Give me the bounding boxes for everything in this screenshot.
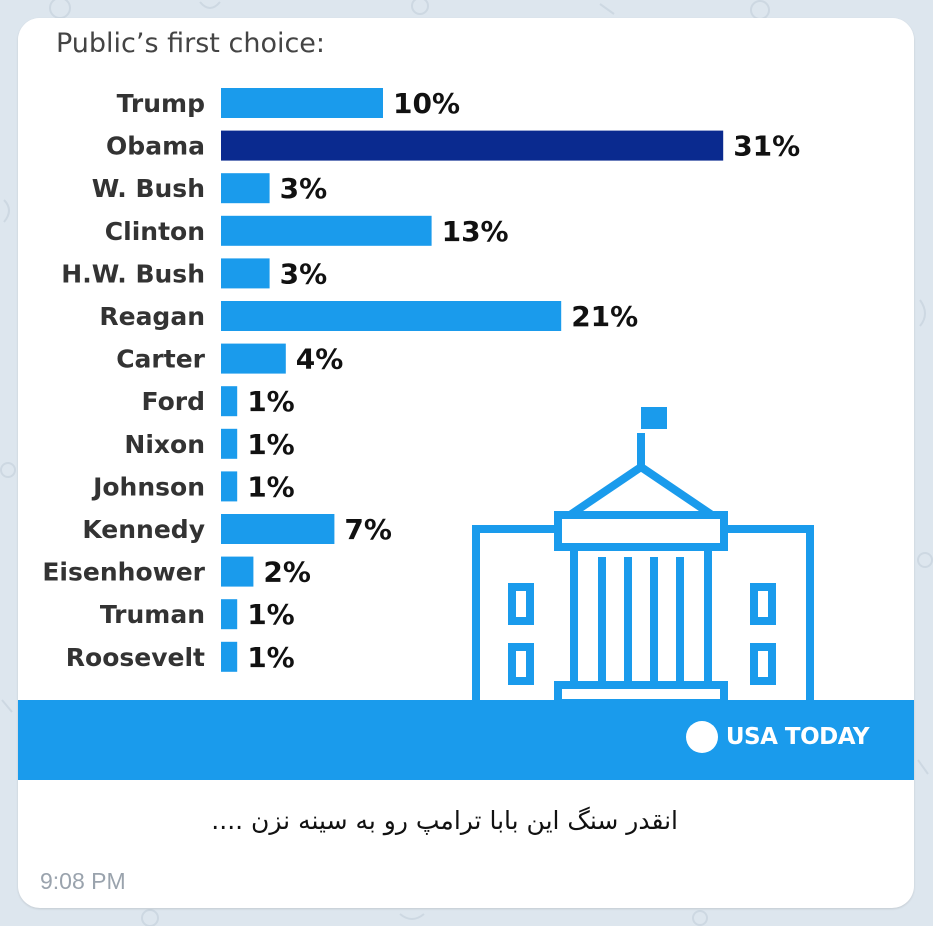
category-label: Roosevelt	[66, 643, 205, 672]
bar	[221, 556, 254, 587]
category-label: Obama	[106, 132, 205, 161]
value-label: 1%	[247, 428, 295, 461]
category-label: Eisenhower	[42, 558, 205, 587]
bar	[221, 343, 286, 374]
category-label: Nixon	[124, 430, 205, 459]
brand-logo: USA TODAY	[685, 717, 870, 757]
value-label: 3%	[280, 257, 328, 290]
value-label: 4%	[296, 343, 344, 376]
message-photo[interactable]: Public’s first choice: Trump 10% Obama 31% W…	[18, 18, 914, 780]
message-caption: انقدر سنگ این بابا ترامپ رو به سینه نزن …	[211, 806, 678, 835]
value-label: 3%	[280, 172, 328, 205]
bar	[221, 301, 562, 331]
category-label: Ford	[142, 387, 205, 416]
bar	[221, 130, 724, 161]
chart-title: Public’s first choice:	[56, 28, 326, 59]
category-label: Johnson	[91, 472, 205, 501]
category-label: Reagan	[99, 302, 205, 331]
bar	[221, 514, 335, 544]
category-label: Truman	[100, 600, 205, 629]
bar	[221, 173, 270, 204]
value-label: 31%	[733, 130, 800, 163]
bar	[221, 428, 238, 459]
message-time: 9:08 PM	[40, 868, 126, 894]
value-label: 21%	[571, 300, 638, 333]
bar-chart: Trump 10% Obama 31% W. Bush 3% Clinton 13% H.W. …	[42, 87, 800, 674]
bar	[221, 386, 238, 417]
value-label: 10%	[393, 87, 460, 120]
value-label: 1%	[247, 385, 295, 418]
bar	[221, 258, 270, 289]
capitol-building-icon	[472, 407, 814, 703]
category-label: Clinton	[105, 217, 205, 246]
bar	[221, 599, 238, 630]
value-label: 1%	[247, 470, 295, 503]
usa-today-dot-icon	[685, 721, 718, 753]
value-label: 2%	[263, 556, 311, 589]
category-label: Carter	[116, 345, 205, 374]
brand-banner: USA TODAY	[18, 700, 914, 780]
bar	[221, 88, 383, 118]
bar	[221, 215, 432, 246]
bar	[221, 641, 238, 672]
value-label: 1%	[247, 641, 295, 674]
category-label: Trump	[117, 89, 205, 118]
bar	[221, 471, 238, 502]
value-label: 7%	[344, 513, 392, 546]
brand-name: USA TODAY	[725, 724, 870, 750]
message-bubble: Public’s first choice: Trump 10% Obama 31% W…	[18, 18, 914, 908]
value-label: 13%	[442, 215, 509, 248]
category-label: W. Bush	[92, 174, 205, 203]
value-label: 1%	[247, 598, 295, 631]
category-label: H.W. Bush	[61, 259, 205, 288]
category-label: Kennedy	[82, 515, 205, 544]
